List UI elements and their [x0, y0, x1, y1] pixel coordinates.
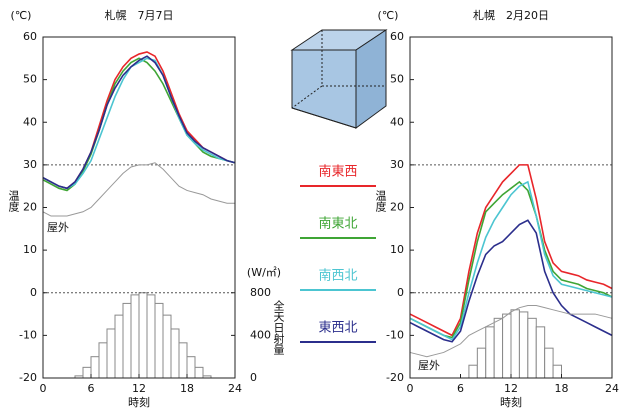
radiation-bar — [106, 328, 116, 379]
radiation-bar — [154, 302, 164, 379]
legend-label: 南東西 — [318, 164, 357, 180]
y-tick-label: 20 — [23, 201, 37, 214]
y-tick-label: -20 — [386, 371, 404, 384]
radiation-bar — [544, 347, 554, 379]
radiation-bar — [476, 347, 487, 379]
y-tick-label: -10 — [386, 328, 404, 341]
x-label: 時刻 — [500, 395, 522, 409]
y-tick-label: 10 — [390, 243, 404, 256]
x-tick-label: 24 — [228, 382, 242, 395]
radiation-bar — [122, 302, 132, 379]
y-tick-label: 60 — [23, 30, 37, 43]
legend-label: 南西北 — [318, 268, 357, 284]
y-tick-label: 50 — [23, 73, 37, 86]
series-label: 屋外 — [418, 359, 440, 372]
y-unit: (℃) — [11, 9, 32, 22]
y-tick-label: 40 — [390, 115, 404, 128]
radiation-bar — [130, 294, 140, 379]
y-tick-label: 40 — [23, 115, 37, 128]
y-label: 温度 — [374, 190, 387, 213]
y-tick-label: 30 — [390, 158, 404, 171]
series-line — [409, 180, 613, 341]
radiation-bar — [98, 342, 108, 379]
radiation-bar — [170, 328, 180, 379]
chart-title: 札幌 7月7日 — [105, 8, 174, 22]
series-label: 屋外 — [47, 221, 69, 234]
y2-tick-label: 0 — [250, 371, 257, 384]
radiation-bar — [510, 309, 520, 379]
radiation-bar — [535, 326, 546, 379]
y-tick-label: -20 — [19, 371, 37, 384]
x-tick-label: 6 — [88, 382, 95, 395]
x-label: 時刻 — [128, 395, 150, 409]
x-tick-label: 24 — [605, 382, 619, 395]
chart-title: 札幌 2月20日 — [473, 8, 549, 22]
radiation-bar — [552, 364, 562, 379]
radiation-bar — [82, 366, 92, 379]
legend-label: 南東北 — [318, 216, 357, 232]
y-tick-label: 30 — [23, 158, 37, 171]
radiation-bar — [485, 326, 495, 379]
y-tick-label: 50 — [390, 73, 404, 86]
radiation-bar — [162, 314, 172, 379]
y-label: 温度 — [7, 190, 20, 213]
x-tick-label: 0 — [40, 382, 47, 395]
radiation-bar — [178, 342, 188, 379]
x-tick-label: 18 — [180, 382, 194, 395]
radiation-bar — [502, 313, 512, 379]
radiation-bar — [527, 317, 537, 379]
radiation-bar — [186, 356, 196, 379]
x-tick-label: 18 — [555, 382, 569, 395]
series-line — [409, 305, 613, 358]
x-tick-label: 12 — [132, 382, 146, 395]
radiation-bar — [518, 311, 529, 379]
radiation-bar — [194, 366, 204, 379]
y-tick-label: 0 — [30, 286, 37, 299]
series-line — [42, 55, 236, 190]
radiation-bar — [493, 317, 504, 379]
cube-icon — [290, 29, 388, 129]
radiation-bar — [146, 294, 156, 379]
y-tick-label: 0 — [397, 286, 404, 299]
y2-unit: (W/㎡) — [247, 266, 281, 279]
radiation-bar — [468, 364, 478, 379]
radiation-bar — [90, 356, 100, 379]
series-line — [42, 57, 236, 190]
radiation-bar — [138, 292, 148, 379]
series-line — [409, 164, 613, 337]
series-line — [42, 51, 236, 190]
y-tick-label: 60 — [390, 30, 404, 43]
y-unit: (℃) — [378, 9, 399, 22]
legend-label: 東西北 — [318, 320, 357, 336]
series-line — [42, 57, 236, 192]
y2-tick-label: 800 — [250, 286, 271, 299]
y-tick-label: -10 — [19, 328, 37, 341]
y-tick-label: 20 — [390, 201, 404, 214]
x-tick-label: 6 — [457, 382, 464, 395]
series-line — [409, 219, 613, 343]
y2-label: 全天日射量 — [272, 299, 285, 355]
x-tick-label: 0 — [407, 382, 414, 395]
radiation-bar — [114, 314, 124, 379]
x-tick-label: 12 — [504, 382, 518, 395]
y2-tick-label: 400 — [250, 328, 271, 341]
series-line — [42, 162, 235, 217]
y-tick-label: 10 — [23, 243, 37, 256]
